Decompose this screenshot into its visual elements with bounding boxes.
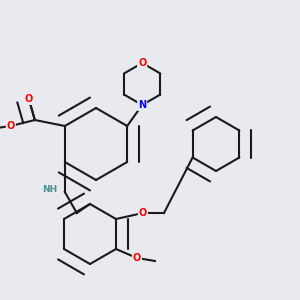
Text: N: N — [138, 100, 146, 110]
Text: O: O — [139, 208, 147, 218]
Text: O: O — [133, 253, 141, 263]
Text: O: O — [25, 94, 33, 104]
Text: NH: NH — [42, 184, 57, 194]
Text: O: O — [138, 58, 146, 68]
Text: O: O — [7, 121, 15, 131]
